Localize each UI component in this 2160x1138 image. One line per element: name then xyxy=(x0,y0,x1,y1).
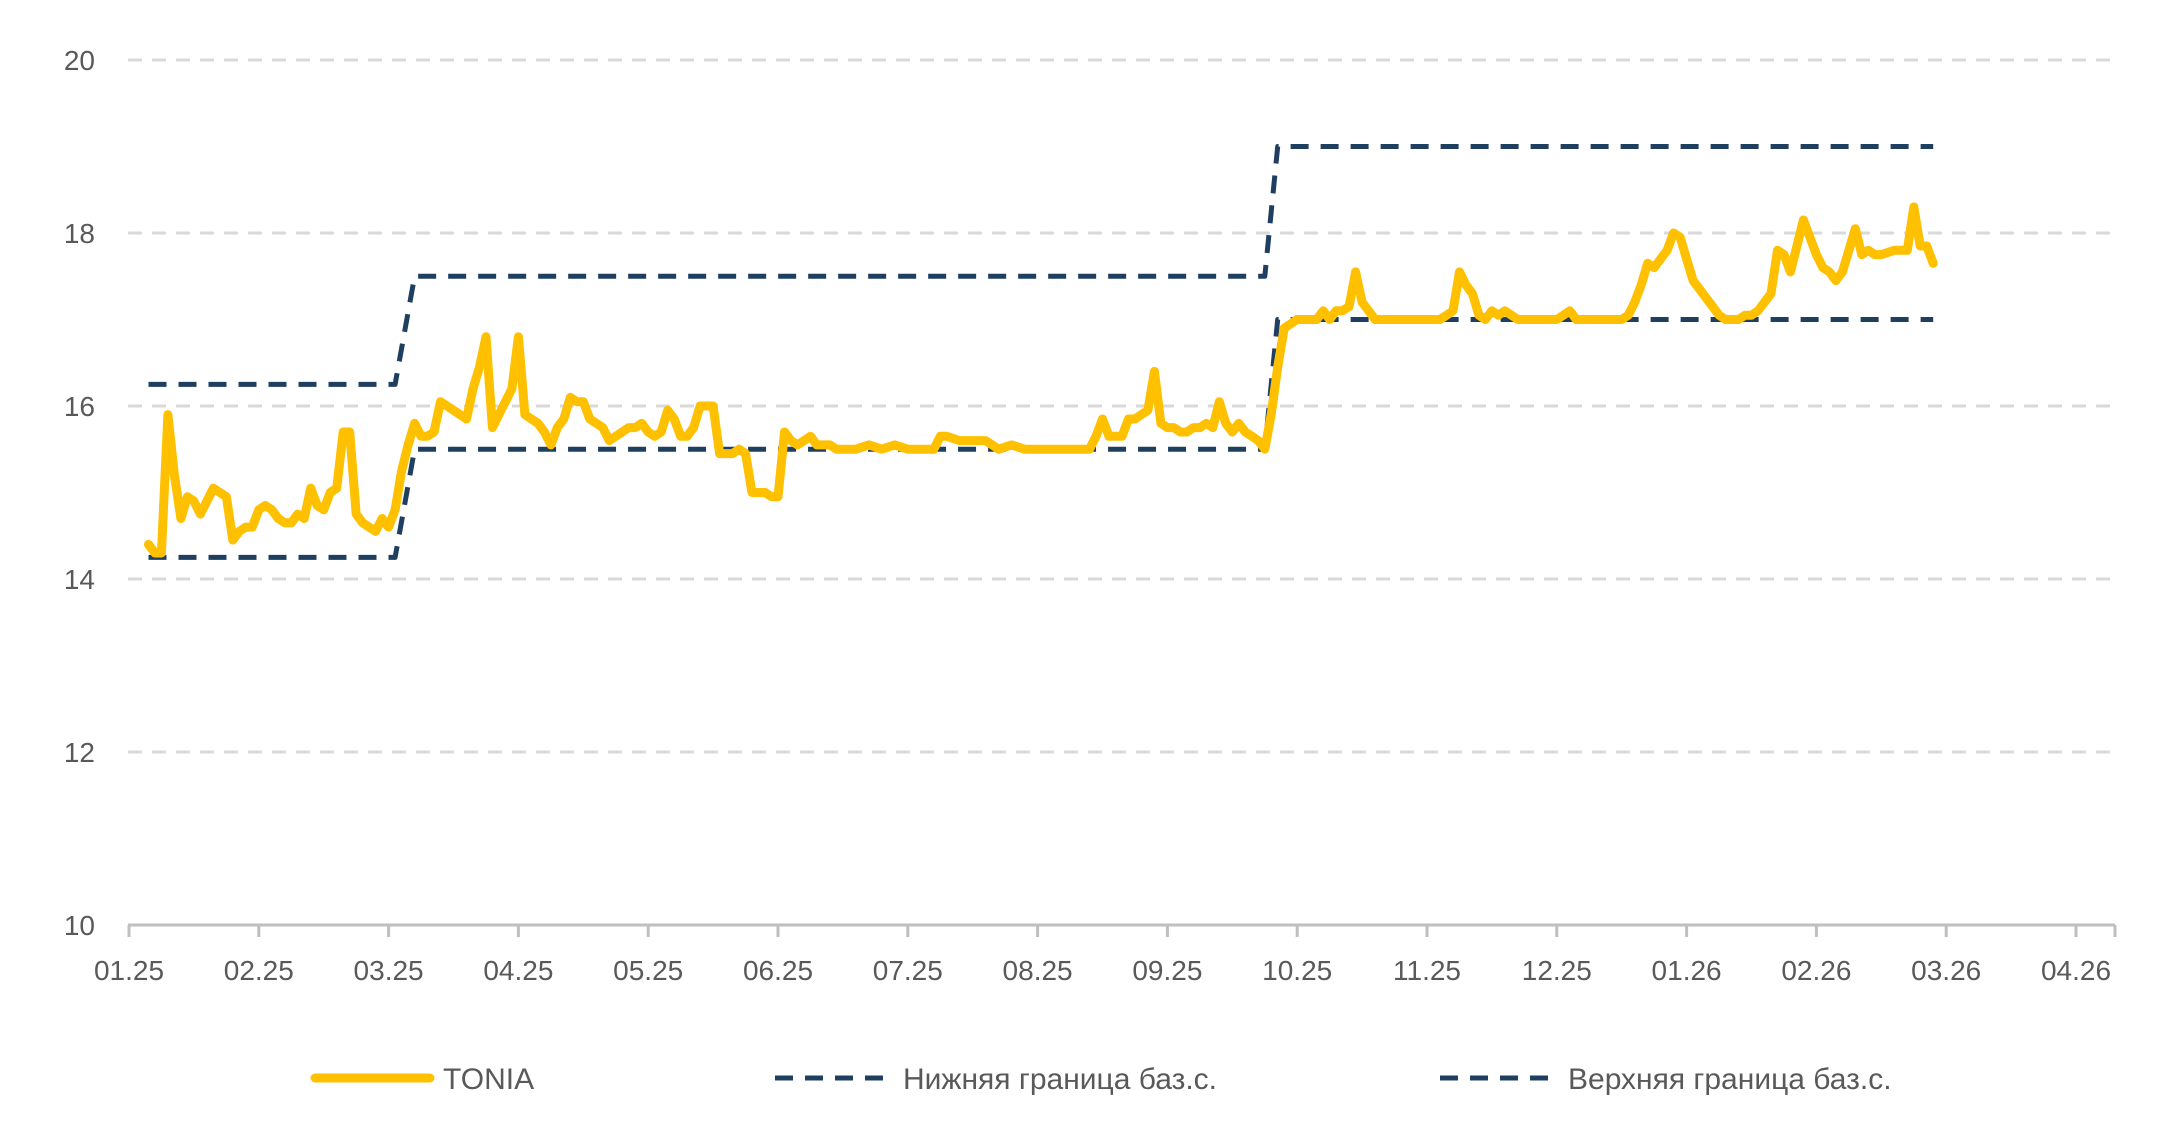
legend: TONIA Нижняя граница баз.с. Верхняя границ… xyxy=(310,1063,1892,1096)
y-axis-tick-labels: 10 12 14 16 18 20 xyxy=(64,45,95,941)
x-tick-label: 04.25 xyxy=(483,955,553,986)
x-axis-tick-labels: 01.25 02.25 03.25 04.25 05.25 06.25 07.25 08.25… xyxy=(94,955,2111,986)
series-line-tonia xyxy=(144,202,1938,558)
legend-label: Верхняя граница баз.с. xyxy=(1568,1063,1892,1096)
x-tick-label: 06.25 xyxy=(743,955,813,986)
x-tick-label: 10.25 xyxy=(1262,955,1332,986)
legend-item-tonia: TONIA xyxy=(310,1063,534,1096)
x-tick-label: 03.25 xyxy=(354,955,424,986)
x-tick-label: 03.26 xyxy=(1911,955,1981,986)
x-tick-label: 12.25 xyxy=(1522,955,1592,986)
x-tick-label: 02.25 xyxy=(224,955,294,986)
x-tick-label: 01.26 xyxy=(1652,955,1722,986)
x-tick-label: 08.25 xyxy=(1003,955,1073,986)
series-lines xyxy=(144,144,1938,560)
series-line-upper-bound xyxy=(148,144,1934,387)
x-tick-label: 07.25 xyxy=(873,955,943,986)
legend-item-lower-bound: Нижняя граница баз.с. xyxy=(775,1063,1217,1096)
x-tick-label: 11.25 xyxy=(1393,955,1461,986)
y-tick-label: 12 xyxy=(64,737,95,768)
x-tick-label: 05.25 xyxy=(613,955,683,986)
y-tick-label: 18 xyxy=(64,218,95,249)
y-tick-label: 20 xyxy=(64,45,95,76)
x-tick-label: 09.25 xyxy=(1132,955,1202,986)
x-tick-label: 04.26 xyxy=(2041,955,2111,986)
y-tick-label: 16 xyxy=(64,391,95,422)
legend-item-upper-bound: Верхняя граница баз.с. xyxy=(1440,1063,1892,1096)
x-tick-label: 01.25 xyxy=(94,955,164,986)
legend-label: Нижняя граница баз.с. xyxy=(903,1063,1217,1096)
grid-lines xyxy=(128,58,2115,754)
x-axis xyxy=(127,923,2117,937)
y-tick-label: 14 xyxy=(64,564,95,595)
series-line-lower-bound xyxy=(148,317,1934,560)
x-tick-label: 02.26 xyxy=(1781,955,1851,986)
y-tick-label: 10 xyxy=(64,910,95,941)
legend-label: TONIA xyxy=(443,1063,534,1096)
